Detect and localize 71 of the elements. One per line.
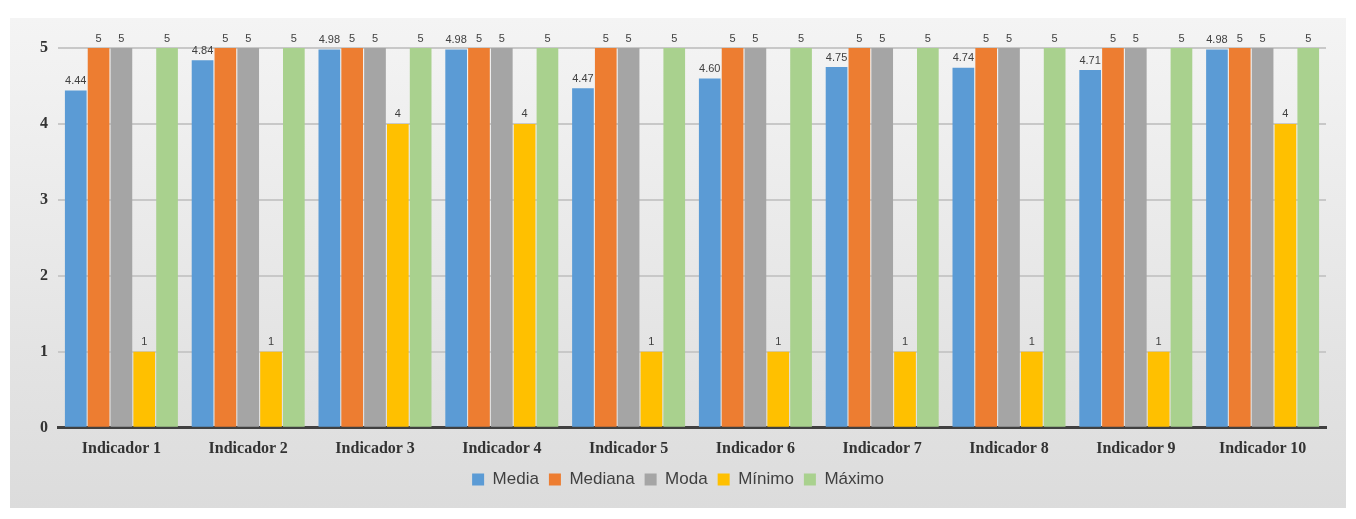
data-label: 5	[1259, 31, 1266, 44]
y-tick-label: 4	[40, 114, 48, 132]
data-label: 5	[1132, 31, 1139, 44]
data-label: 4.98	[318, 33, 341, 46]
legend-label: Máximo	[824, 469, 884, 489]
data-label: 4	[1282, 107, 1289, 120]
data-label: 4.84	[191, 43, 214, 56]
data-label: 5	[1305, 31, 1312, 44]
x-tick-label: Indicador 2	[208, 438, 288, 456]
legend-label: Moda	[665, 469, 709, 489]
x-tick-label: Indicador 9	[1096, 438, 1176, 456]
x-tick-label: Indicador 3	[335, 438, 415, 456]
data-label: 1	[775, 335, 782, 348]
data-label: 4.98	[1206, 33, 1228, 46]
y-tick-label: 0	[40, 417, 48, 435]
data-label: 4.98	[445, 33, 467, 46]
data-label: 5	[856, 31, 863, 44]
data-label: 4.47	[572, 71, 594, 84]
x-tick-label: Indicador 6	[715, 438, 796, 456]
data-label: 5	[475, 31, 483, 44]
data-label: 4.74	[952, 51, 975, 64]
x-tick-label: Indicador 7	[842, 438, 922, 456]
y-tick-label: 2	[40, 266, 48, 284]
data-label: 5	[602, 31, 609, 44]
data-label: 4.75	[825, 50, 848, 63]
data-label: 5	[924, 31, 931, 44]
data-label: 5	[1051, 31, 1058, 44]
data-label: 5	[290, 31, 297, 44]
data-label: 5	[752, 31, 759, 44]
data-label: 5	[1005, 31, 1013, 44]
x-tick-label: Indicador 8	[969, 438, 1049, 456]
data-label: 4.60	[699, 61, 721, 74]
data-label: 5	[349, 31, 356, 44]
y-tick-label: 3	[40, 190, 48, 208]
legend-label: Mínimo	[738, 469, 794, 489]
y-tick-label: 1	[40, 341, 48, 359]
data-label: 5	[371, 31, 379, 44]
data-label: 5	[163, 31, 171, 44]
data-label: 1	[1028, 335, 1035, 348]
data-label: 5	[222, 31, 229, 44]
data-label: 5	[1109, 31, 1117, 44]
data-label: 4	[521, 107, 528, 120]
data-label: 5	[671, 31, 678, 44]
data-label: 4.44	[65, 74, 87, 87]
data-label: 4	[394, 107, 401, 120]
data-label: 5	[1236, 31, 1243, 44]
x-tick-label: Indicador 5	[588, 438, 669, 456]
data-label: 5	[245, 31, 252, 44]
data-label: 1	[267, 335, 275, 348]
data-label: 1	[648, 335, 655, 348]
legend-label: Mediana	[569, 469, 636, 489]
data-label: 5	[95, 31, 102, 44]
data-label: 5	[625, 31, 632, 44]
x-tick-label: Indicador 4	[462, 438, 542, 456]
data-label: 5	[1178, 31, 1185, 44]
data-label: 5	[729, 31, 736, 44]
data-label: 1	[141, 335, 148, 348]
legend-label: Media	[492, 469, 540, 489]
data-label: 5	[879, 31, 886, 44]
data-label: 5	[118, 31, 125, 44]
data-label: 5	[498, 31, 505, 44]
data-label: 5	[983, 31, 990, 44]
data-label: 5	[417, 31, 424, 44]
data-label: 1	[1155, 335, 1162, 348]
data-label: 4.71	[1079, 53, 1101, 66]
x-tick-label: Indicador 10	[1218, 438, 1307, 456]
y-tick-label: 5	[40, 38, 48, 56]
data-label: 1	[901, 335, 909, 348]
data-label: 5	[797, 31, 805, 44]
x-tick-label: Indicador 1	[81, 438, 162, 456]
data-label: 5	[544, 31, 551, 44]
